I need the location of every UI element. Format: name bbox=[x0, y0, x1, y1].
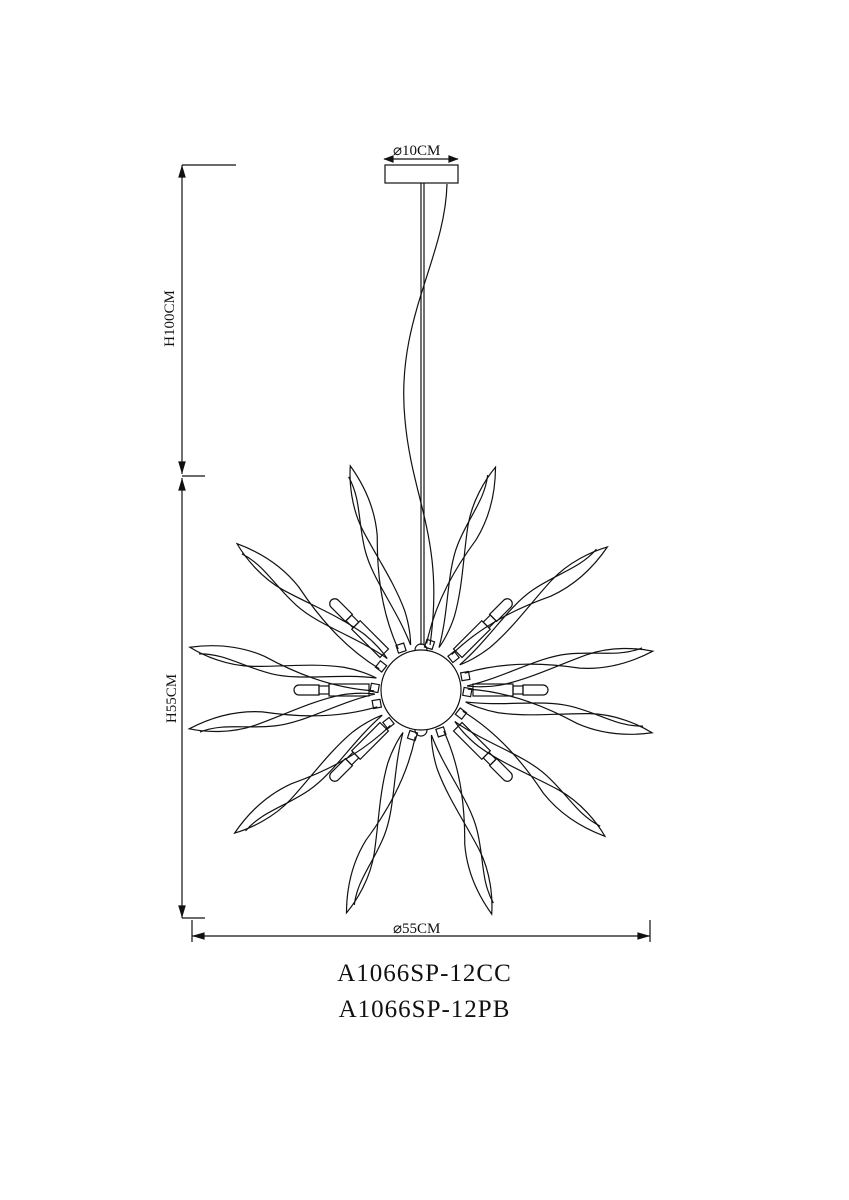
body-diameter-label: ⌀55CM bbox=[393, 921, 441, 937]
bulb bbox=[488, 757, 513, 782]
bulb bbox=[329, 598, 354, 623]
bulb bbox=[329, 757, 354, 782]
lamp-holder bbox=[452, 721, 513, 782]
blade bbox=[462, 686, 654, 735]
hub-cap bbox=[414, 643, 428, 651]
bulb bbox=[488, 598, 513, 623]
lamp-holder bbox=[329, 598, 390, 659]
blade bbox=[447, 545, 609, 666]
lamp-holder bbox=[329, 721, 390, 782]
blade bbox=[423, 465, 497, 651]
canopy bbox=[384, 164, 459, 184]
blade bbox=[233, 714, 395, 835]
blade bbox=[454, 707, 607, 838]
blade bbox=[459, 647, 655, 688]
body-height-label: H55CM bbox=[164, 673, 181, 724]
suspension-height-label: H100CM bbox=[161, 290, 178, 347]
blade bbox=[235, 542, 388, 673]
model-number-2: A1066SP-12PB bbox=[338, 996, 511, 1023]
model-number-1: A1066SP-12CC bbox=[337, 960, 512, 987]
bulb bbox=[293, 684, 320, 696]
canopy-diameter-label: ⌀10CM bbox=[393, 143, 441, 159]
lamp-holder bbox=[293, 683, 370, 697]
blade bbox=[348, 464, 412, 654]
bulb bbox=[522, 684, 549, 696]
blade bbox=[188, 645, 380, 694]
blade bbox=[430, 726, 494, 916]
blade bbox=[187, 692, 383, 733]
lamp-holder bbox=[472, 683, 549, 697]
power-cable bbox=[403, 183, 448, 646]
blade bbox=[345, 729, 419, 915]
hub-cap bbox=[414, 729, 428, 737]
lamp-holder bbox=[452, 598, 513, 659]
central-hub bbox=[380, 649, 462, 731]
